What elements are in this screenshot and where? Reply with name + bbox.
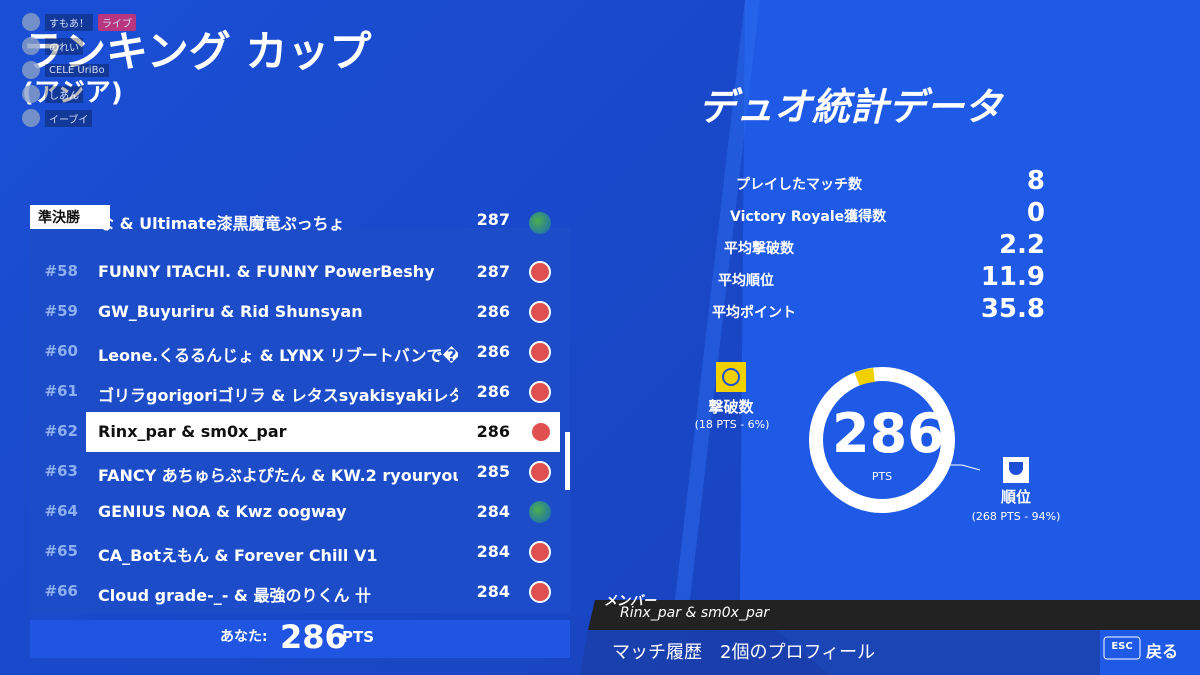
team-name: GW_Buyuriru & Rid Shunsyan — [98, 302, 363, 321]
region-flag — [529, 261, 551, 283]
rank: #63 — [44, 462, 78, 480]
member-label: メンバー — [604, 594, 657, 609]
region-flag — [529, 341, 551, 363]
esc-key[interactable]: ESC — [1111, 641, 1133, 652]
elims-label: 撃破数 — [708, 398, 754, 416]
points: 286 — [476, 342, 510, 361]
region-flag — [529, 301, 551, 323]
back-button[interactable]: 戻る — [1146, 642, 1179, 661]
stat-label: プレイしたマッチ数 — [736, 177, 862, 193]
team-name: FANCY あちゅらぶよぴたん & KW.2 ryouryou ℜ — [98, 466, 458, 485]
rank: #58 — [44, 262, 78, 280]
section-label: 準決勝 — [30, 205, 110, 229]
team-name: ゴリラgorigoriゴリラ & レタスsyakisyakiレタス — [98, 386, 458, 405]
rank: #61 — [44, 382, 78, 400]
team-name: Cloud grade-_- & 最強のりくん 卄 — [98, 586, 372, 605]
placement-detail: (268 PTS - 94%) — [971, 510, 1061, 523]
rank: #65 — [44, 542, 78, 560]
region-flag — [530, 421, 552, 443]
points: 284 — [476, 502, 510, 521]
leaderboard-row[interactable]: #61 ゴリラgorigoriゴリラ & レタスsyakisyakiレタス 286 — [30, 372, 570, 412]
voice-name: CELE UriBo — [45, 63, 109, 77]
rank: #66 — [44, 582, 78, 600]
points: 287 — [476, 210, 510, 229]
voice-name: すもあ！ — [45, 13, 93, 31]
stat-value: 8 — [1026, 166, 1045, 196]
stat-value: 2.2 — [998, 230, 1045, 260]
region-flag — [529, 212, 551, 234]
total-unit: PTS — [871, 470, 893, 483]
voice-name: しあん — [45, 85, 83, 103]
rank: #64 — [44, 502, 78, 520]
you-points: 286 — [280, 618, 347, 656]
team-name: GENIUS NOA & Kwz oogway — [98, 502, 347, 521]
leaderboard-row[interactable]: な & Ultimate漆黒魔竜ぷっちょ 287 — [30, 210, 570, 252]
avatar — [22, 85, 40, 103]
stat-label: 平均撃破数 — [724, 241, 794, 257]
points: 286 — [476, 422, 510, 441]
region-flag — [529, 501, 551, 523]
stat-label: 平均ポイント — [712, 305, 796, 321]
member-names: Rinx_par & sm0x_par — [620, 605, 770, 621]
points: 285 — [476, 462, 510, 481]
points: 284 — [476, 582, 510, 601]
leaderboard-row[interactable]: #58 FUNNY ITACHI. & FUNNY PowerBeshy 287 — [30, 252, 570, 292]
points: 286 — [476, 382, 510, 401]
stats-title: デュオ統計データ — [698, 85, 1003, 129]
profile-tabs[interactable]: マッチ履歴 2個のプロフィール — [612, 642, 876, 663]
voice-user: のれい — [22, 36, 83, 56]
stat-value: 35.8 — [980, 294, 1045, 324]
region-flag — [529, 541, 551, 563]
voice-user: イーブイ — [22, 108, 93, 128]
you-unit: PTS — [342, 628, 375, 646]
team-name: CA_Botえもん & Forever Chill V1 — [98, 546, 378, 565]
rank: #62 — [44, 422, 78, 440]
points: 286 — [476, 302, 510, 321]
avatar — [22, 61, 40, 79]
title: ランキング カップ — [22, 27, 372, 76]
region-flag — [529, 461, 551, 483]
total-points: 286 — [832, 402, 945, 465]
team-name: Rinx_par & sm0x_par — [98, 422, 287, 441]
leaderboard-row[interactable]: #66 Cloud grade-_- & 最強のりくん 卄 284 — [30, 572, 570, 612]
avatar — [22, 37, 40, 55]
points: 287 — [476, 262, 510, 281]
rank: #60 — [44, 342, 78, 360]
voice-user: CELE UriBo — [22, 60, 109, 80]
stat-value: 11.9 — [980, 262, 1045, 292]
live-tag: ライブ — [98, 13, 136, 31]
team-name: な & Ultimate漆黒魔竜ぷっちょ — [98, 214, 345, 233]
leaderboard-row[interactable]: #62 Rinx_par & sm0x_par 286 — [45, 412, 560, 452]
leaderboard-row[interactable]: #63 FANCY あちゅらぶよぴたん & KW.2 ryouryou ℜ 285 — [30, 452, 570, 492]
stat-label: Victory Royale獲得数 — [730, 209, 887, 225]
team-name: Leone.くるるんじょ & LYNX リブートバンで�き逃げ — [98, 346, 458, 365]
avatar — [22, 109, 40, 127]
leaderboard-row[interactable]: #60 Leone.くるるんじょ & LYNX リブートバンで�き逃げ 286 — [30, 332, 570, 372]
stat-label: 平均順位 — [718, 273, 774, 289]
leaderboard-row[interactable]: #64 GENIUS NOA & Kwz oogway 284 — [30, 492, 570, 532]
placement-label: 順位 — [1000, 488, 1031, 506]
elims-detail: (18 PTS - 6%) — [694, 418, 770, 431]
voice-name: のれい — [45, 37, 83, 55]
voice-user: すもあ！ ライブ — [22, 12, 136, 32]
you-label: あなた: — [220, 629, 268, 645]
leaderboard-row[interactable]: #59 GW_Buyuriru & Rid Shunsyan 286 — [30, 292, 570, 332]
voice-user: しあん — [22, 84, 83, 104]
voice-name: イーブイ — [45, 109, 93, 127]
region-flag — [529, 581, 551, 603]
region-flag — [529, 381, 551, 403]
points: 284 — [476, 542, 510, 561]
leaderboard-row[interactable]: #65 CA_Botえもん & Forever Chill V1 284 — [30, 532, 570, 572]
avatar — [22, 13, 40, 31]
rank: #59 — [44, 302, 78, 320]
team-name: FUNNY ITACHI. & FUNNY PowerBeshy — [98, 262, 435, 281]
stat-value: 0 — [1026, 198, 1045, 228]
